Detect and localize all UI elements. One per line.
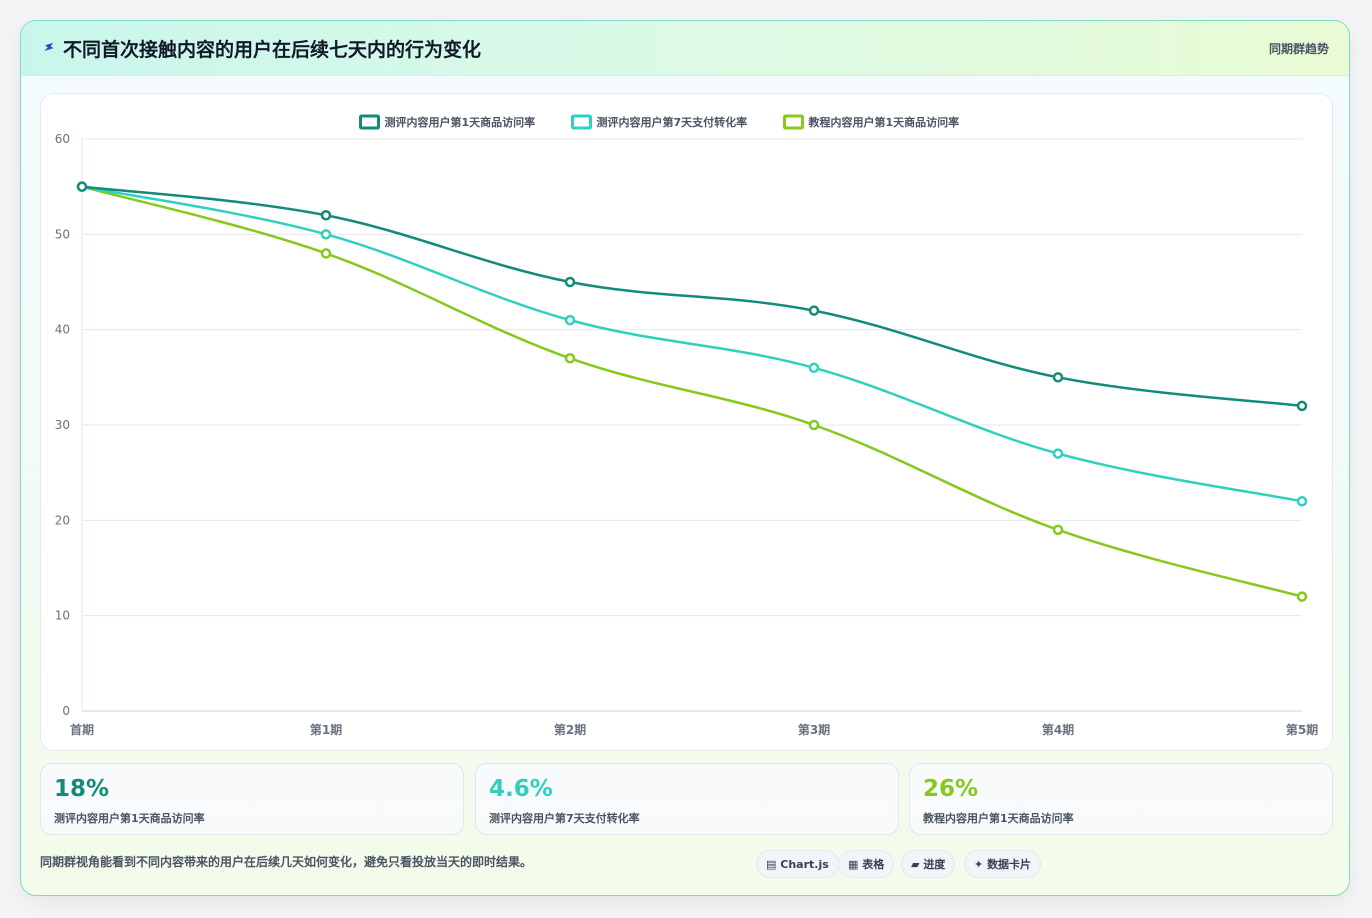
- legend-label: 测评内容用户第1天商品访问率: [385, 115, 536, 129]
- data-point: [320, 229, 332, 240]
- x-tick-label: 第5期: [1286, 722, 1318, 737]
- data-point: [808, 362, 820, 374]
- stat-label: 教程内容用户第1天商品访问率: [923, 812, 1074, 825]
- y-tick-label: 20: [55, 513, 70, 527]
- data-point: [320, 210, 332, 221]
- data-point: [1052, 448, 1064, 459]
- y-tick-label: 60: [55, 132, 70, 146]
- data-point: [1052, 524, 1064, 536]
- chip-label: Chart.js: [780, 858, 829, 871]
- chip-label: 表格: [862, 858, 885, 871]
- y-tick-label: 0: [62, 704, 70, 718]
- legend-swatch: [571, 114, 592, 130]
- data-point: [564, 314, 576, 326]
- x-tick-label: 第1期: [310, 722, 342, 737]
- stat-value: 18%: [54, 776, 110, 802]
- x-tick-label: 第4期: [1042, 722, 1074, 737]
- chart-card: 不同首次接触内容的用户在后续七天内的行为变化 同期群趋势 0 10 20 30 40 50…: [20, 20, 1350, 896]
- x-tick-label: 第3期: [798, 722, 830, 737]
- chip-table[interactable]: ▦ 表格: [838, 850, 895, 878]
- data-point: [1052, 372, 1064, 383]
- sparkle-icon: ✦: [974, 858, 984, 871]
- y-tick-label: 40: [55, 323, 70, 337]
- stat-card: 26% 教程内容用户第1天商品访问率: [909, 763, 1333, 835]
- chip-chartjs[interactable]: ▤ Chart.js: [756, 850, 839, 878]
- legend-label: 教程内容用户第1天商品访问率: [808, 115, 960, 129]
- stat-value: 26%: [923, 776, 979, 802]
- data-point: [1296, 400, 1308, 412]
- legend-label: 测评内容用户第7天支付转化率: [597, 115, 748, 129]
- series-line: [81, 185, 1303, 408]
- card-header: 不同首次接触内容的用户在后续七天内的行为变化 同期群趋势: [21, 21, 1349, 76]
- stat-label: 测评内容用户第7天支付转化率: [489, 812, 640, 825]
- lightning-icon: [44, 42, 54, 52]
- chip-progress[interactable]: ▰ 进度: [901, 850, 956, 878]
- stat-card: 4.6% 测评内容用户第7天支付转化率: [475, 763, 899, 835]
- y-tick-label: 30: [55, 418, 70, 432]
- progress-icon: ▰: [911, 858, 920, 871]
- legend-swatch: [359, 114, 380, 130]
- line-chart: 0 10 20 30 40 50 60 首期 第1期 第2期 第3期 第4期 第5期 测评内容用户第1天商…: [55, 114, 1318, 737]
- chip-data-card[interactable]: ✦ 数据卡片: [964, 850, 1042, 878]
- y-tick-label: 50: [55, 227, 70, 241]
- stat-label: 测评内容用户第1天商品访问率: [54, 812, 205, 825]
- data-point: [808, 305, 820, 316]
- footnote: 同期群视角能看到不同内容带来的用户在后续几天如何变化，避免只看投放当天的即时结果…: [40, 855, 533, 869]
- data-point: [1296, 496, 1308, 507]
- chart-panel: 0 10 20 30 40 50 60 首期 第1期 第2期 第3期 第4期 第5期 测评内容用户第1天商…: [40, 93, 1333, 751]
- chart-icon: ▤: [766, 858, 777, 871]
- legend-swatch: [783, 114, 804, 130]
- stat-value: 4.6%: [489, 776, 553, 802]
- y-tick-label: 10: [55, 609, 70, 623]
- chip-label: 进度: [923, 858, 946, 871]
- data-point: [564, 353, 576, 364]
- stat-cards: 18% 测评内容用户第1天商品访问率 4.6% 测评内容用户第7天支付转化率 2…: [40, 763, 1333, 835]
- data-point: [808, 419, 820, 431]
- data-point: [76, 181, 88, 192]
- chip-label: 数据卡片: [987, 858, 1032, 871]
- series-line: [81, 185, 1303, 598]
- series-line: [81, 185, 1303, 503]
- stat-card: 18% 测评内容用户第1天商品访问率: [40, 763, 464, 835]
- page-title: 不同首次接触内容的用户在后续七天内的行为变化: [63, 39, 482, 61]
- x-tick-label: 第2期: [554, 722, 586, 737]
- table-icon: ▦: [848, 858, 859, 871]
- data-point: [1296, 591, 1308, 602]
- data-point: [320, 248, 332, 259]
- x-tick-label: 首期: [70, 722, 94, 737]
- data-point: [564, 276, 576, 288]
- header-tag: 同期群趋势: [1268, 42, 1329, 56]
